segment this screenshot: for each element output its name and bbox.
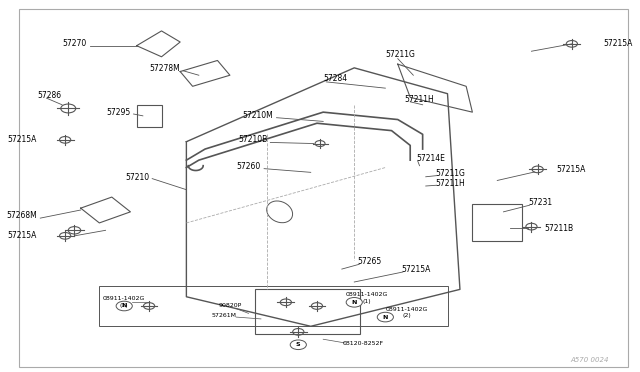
Text: 57211H: 57211H	[404, 95, 434, 104]
Text: 90820P: 90820P	[218, 304, 241, 308]
Text: 08911-1402G: 08911-1402G	[346, 292, 388, 298]
Text: 08911-1402G: 08911-1402G	[386, 307, 428, 312]
Text: 57278M: 57278M	[149, 64, 180, 73]
Text: 57211G: 57211G	[435, 169, 465, 177]
Text: 57215A: 57215A	[556, 165, 586, 174]
Text: A570 0024: A570 0024	[571, 357, 609, 363]
Text: (2): (2)	[403, 314, 412, 318]
Text: 57270: 57270	[63, 39, 87, 48]
Text: 57286: 57286	[37, 91, 61, 100]
Text: 57215A: 57215A	[8, 135, 37, 144]
Text: 57268M: 57268M	[6, 211, 37, 220]
Circle shape	[377, 312, 394, 322]
Text: N: N	[122, 304, 127, 308]
Bar	[255, 289, 360, 334]
Bar	[137, 105, 161, 127]
Text: 57210B: 57210B	[238, 135, 268, 144]
Text: (1): (1)	[120, 304, 129, 308]
Text: 57214E: 57214E	[417, 154, 445, 163]
Text: 57210: 57210	[125, 173, 149, 182]
Bar	[472, 205, 522, 241]
Text: 57211B: 57211B	[544, 224, 573, 233]
Text: 57260: 57260	[237, 162, 261, 171]
Bar	[99, 286, 447, 326]
Text: N: N	[351, 300, 357, 305]
Text: 57215A: 57215A	[8, 231, 37, 240]
Text: 57265: 57265	[357, 257, 381, 266]
Text: 57284: 57284	[323, 74, 348, 83]
Text: N: N	[383, 315, 388, 320]
Text: 57210M: 57210M	[243, 111, 273, 121]
Text: 57211G: 57211G	[385, 51, 415, 60]
Text: 57211H: 57211H	[435, 179, 465, 187]
Text: (1): (1)	[362, 299, 371, 304]
Text: 57215A: 57215A	[401, 265, 430, 274]
Circle shape	[116, 301, 132, 311]
Circle shape	[346, 298, 362, 307]
Text: 57261M: 57261M	[211, 313, 236, 318]
Text: S: S	[296, 342, 301, 347]
Text: 08120-8252F: 08120-8252F	[343, 341, 384, 346]
Text: 57215A: 57215A	[603, 39, 632, 48]
Text: 57231: 57231	[529, 198, 552, 207]
Text: 08911-1402G: 08911-1402G	[103, 296, 145, 301]
Circle shape	[290, 340, 307, 350]
Text: 57295: 57295	[106, 108, 131, 117]
